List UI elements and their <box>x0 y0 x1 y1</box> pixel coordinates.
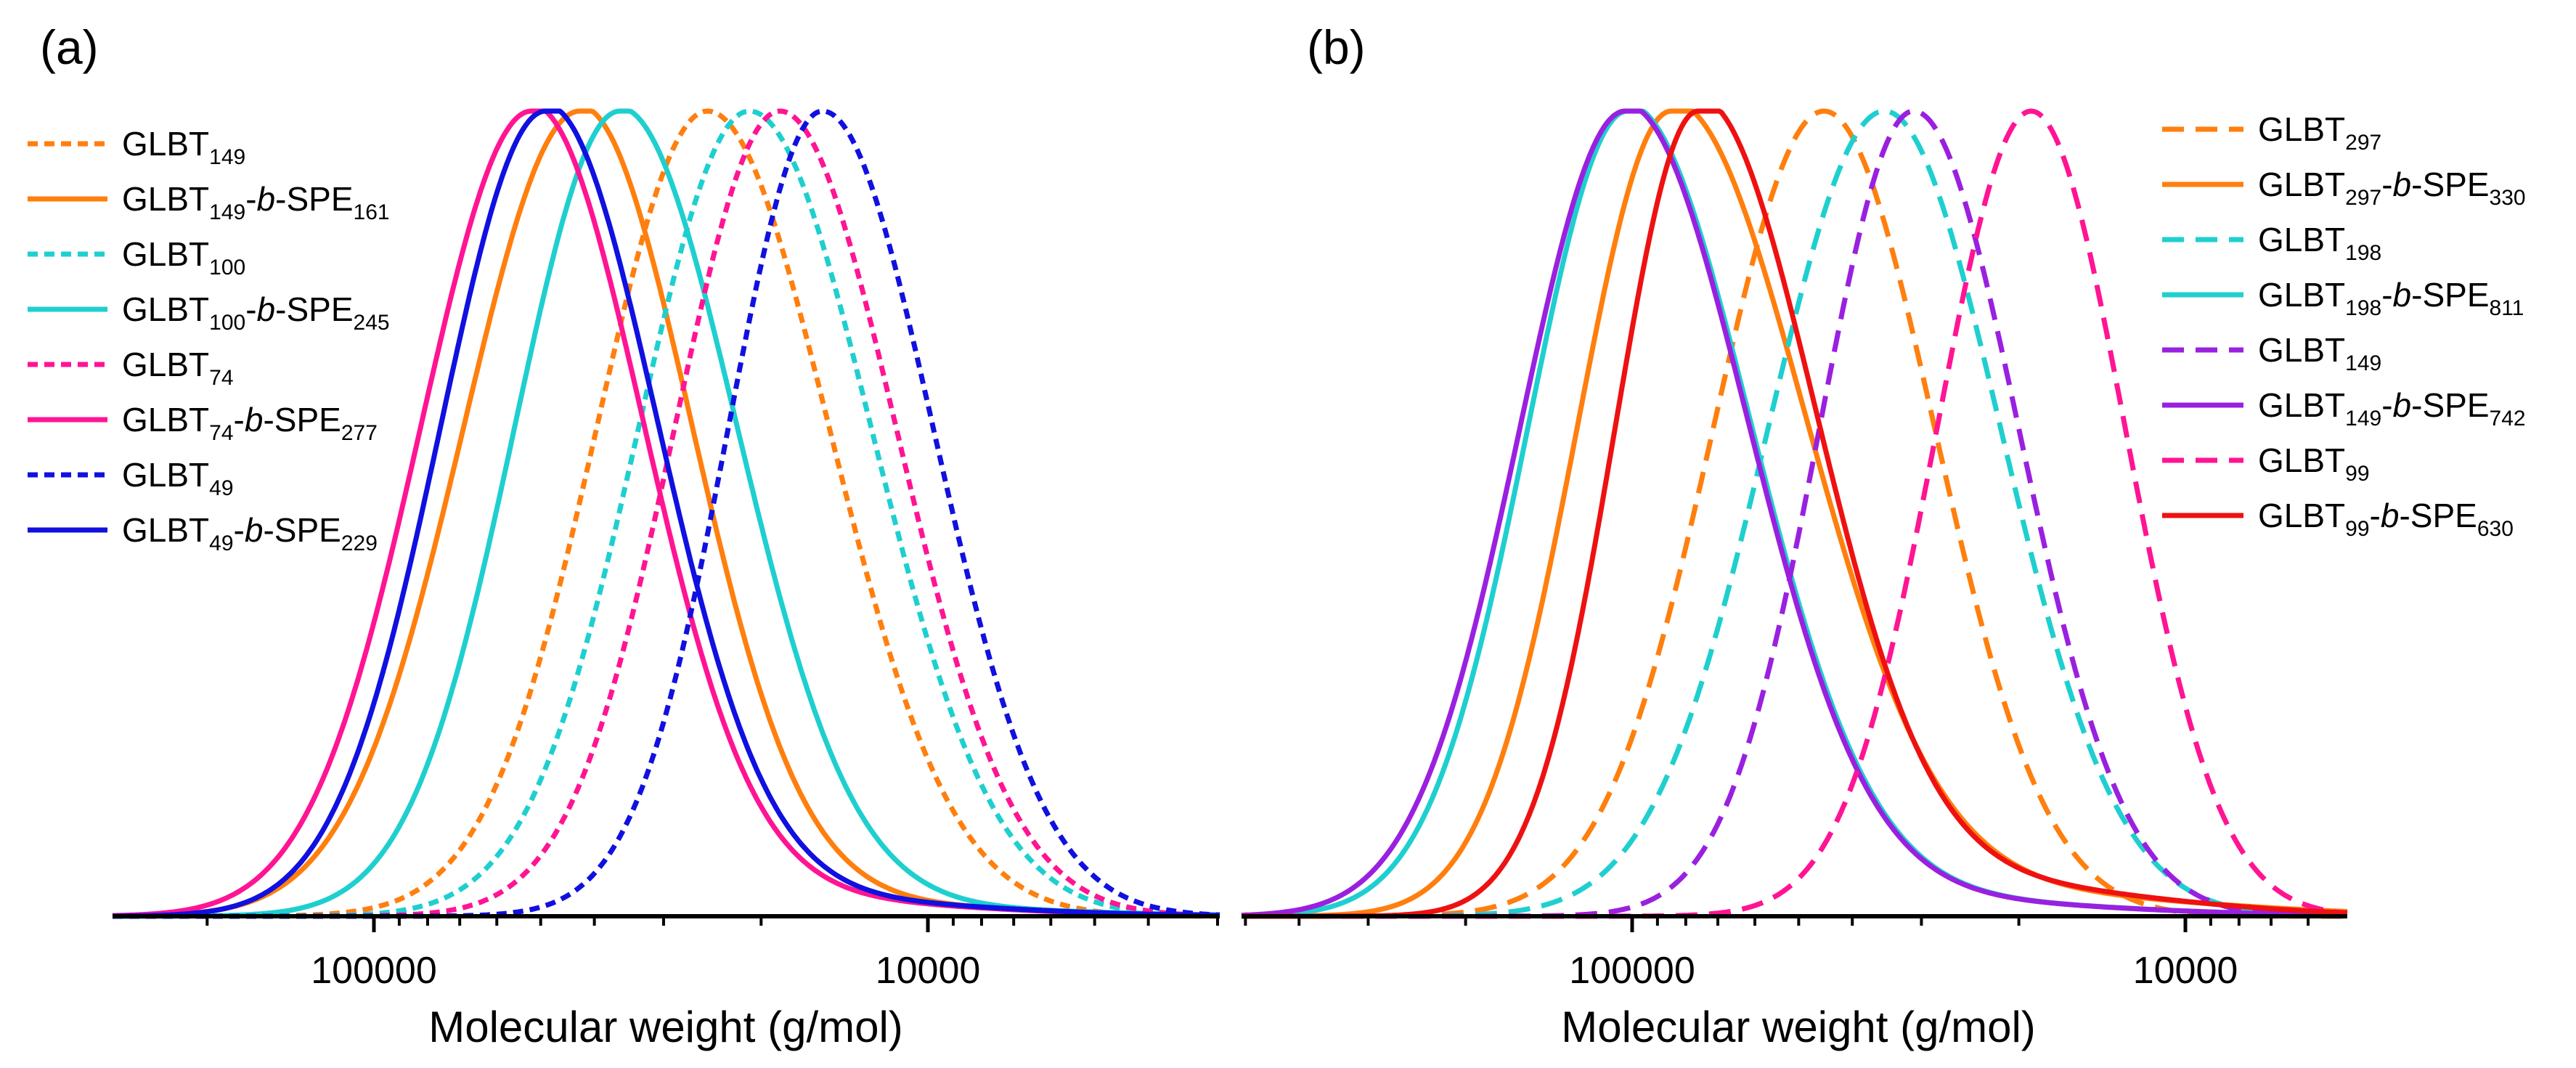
chart-panel-a: (a) 100000 10000 Molecular weight (g/mol) GL… <box>28 20 1220 1051</box>
panel-label: (b) <box>1307 20 1366 74</box>
x-tick-label: 10000 <box>876 950 981 992</box>
legend-entry-label: GLBT297-b-SPE330 <box>2258 166 2526 210</box>
x-tick-label: 100000 <box>311 950 437 992</box>
x-axis-title: Molecular weight (g/mol) <box>428 1003 903 1051</box>
panel-label: (a) <box>40 20 99 74</box>
legend-entry-label: GLBT49 <box>122 456 234 500</box>
legend: GLBT297 GLBT297-b-SPE330 GLBT198 GLBT198-b-… <box>2162 110 2526 541</box>
legend-entry-label: GLBT49-b-SPE229 <box>122 511 378 555</box>
legend-entry-label: GLBT100-b-SPE245 <box>122 290 390 335</box>
legend-entry-label: GLBT198-b-SPE811 <box>2258 276 2524 320</box>
legend-entry-label: GLBT198 <box>2258 221 2381 265</box>
legend-entry-label: GLBT149-b-SPE161 <box>122 180 390 224</box>
legend-entry-label: GLBT99 <box>2258 441 2370 486</box>
legend: GLBT149 GLBT149-b-SPE161 GLBT100 GLBT100-b-… <box>28 125 390 555</box>
series-line-GLBT49-b-SPE229 <box>112 108 1220 919</box>
legend-entry-label: GLBT100 <box>122 235 245 280</box>
series-line-GLBT149-b-SPE742 <box>1241 108 2348 918</box>
legend-entry-label: GLBT74 <box>122 346 234 390</box>
legend-entry-label: GLBT99-b-SPE630 <box>2258 497 2514 541</box>
legend-entry-label: GLBT149 <box>122 125 245 169</box>
legend-entry-label: GLBT297 <box>2258 110 2381 155</box>
legend-entry-label: GLBT149-b-SPE742 <box>2258 386 2526 431</box>
x-tick-label: 100000 <box>1569 950 1695 992</box>
x-tick-label: 10000 <box>2133 950 2238 992</box>
chart-panel-b: (b) 100000 10000 Molecular weight (g/mol) GL… <box>1241 20 2526 1051</box>
series-line-GLBT99-b-SPE630 <box>1241 108 2348 919</box>
legend-entry-label: GLBT74-b-SPE277 <box>122 401 378 445</box>
legend-entry-label: GLBT149 <box>2258 331 2381 375</box>
x-axis-title: Molecular weight (g/mol) <box>1561 1003 2036 1051</box>
